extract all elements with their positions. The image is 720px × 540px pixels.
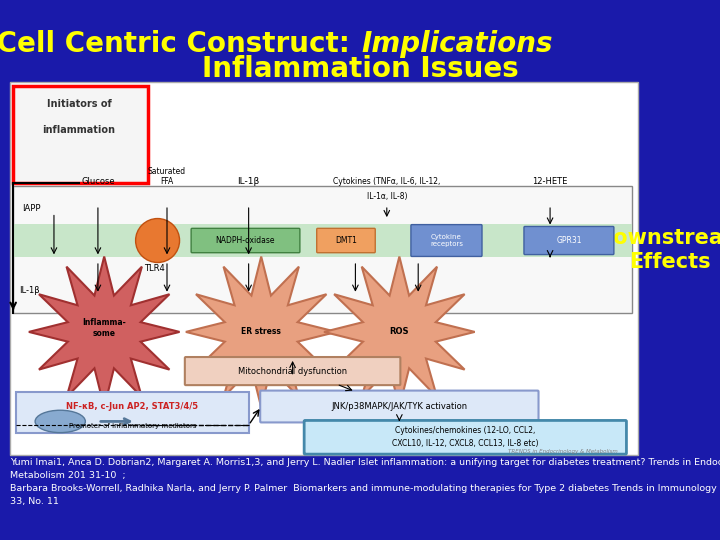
Text: Metabolism 201 31-10  ;: Metabolism 201 31-10 ; <box>10 471 125 480</box>
Polygon shape <box>186 256 336 407</box>
Ellipse shape <box>35 410 86 433</box>
FancyBboxPatch shape <box>17 392 248 433</box>
Text: Initiators of: Initiators of <box>47 99 112 110</box>
Text: Mitochondrial dysfunction: Mitochondrial dysfunction <box>238 367 347 376</box>
FancyBboxPatch shape <box>304 421 626 454</box>
FancyBboxPatch shape <box>13 224 631 258</box>
Text: Downstream
Effects: Downstream Effects <box>595 228 720 272</box>
Text: Inflammation Issues: Inflammation Issues <box>202 55 518 83</box>
FancyBboxPatch shape <box>411 225 482 256</box>
Text: NF-κB, c-Jun AP2, STAT3/4/5: NF-κB, c-Jun AP2, STAT3/4/5 <box>66 402 199 411</box>
FancyBboxPatch shape <box>13 186 631 313</box>
Text: Cytokine
receptors: Cytokine receptors <box>430 234 463 247</box>
FancyBboxPatch shape <box>524 226 614 254</box>
Text: Inflamma-
some: Inflamma- some <box>82 319 126 338</box>
Text: IL-1β: IL-1β <box>19 286 40 295</box>
Polygon shape <box>29 256 179 407</box>
Text: CXCL10, IL-12, CXCL8, CCL13, IL-8 etc): CXCL10, IL-12, CXCL8, CCL13, IL-8 etc) <box>392 440 539 448</box>
Text: TLR4: TLR4 <box>144 264 165 273</box>
Text: 12-HETE: 12-HETE <box>532 178 568 186</box>
Text: GPR31: GPR31 <box>556 236 582 245</box>
Text: Barbara Brooks-Worrell, Radhika Narla, and Jerry P. Palmer  Biomarkers and immun: Barbara Brooks-Worrell, Radhika Narla, a… <box>10 484 720 493</box>
Text: IAPP: IAPP <box>22 204 41 213</box>
Text: inflammation: inflammation <box>42 125 116 136</box>
Text: New β-Cell Centric Construct:: New β-Cell Centric Construct: <box>0 30 360 58</box>
Text: 33, No. 11: 33, No. 11 <box>10 497 59 506</box>
FancyBboxPatch shape <box>185 357 400 385</box>
Text: DMT1: DMT1 <box>335 236 357 245</box>
Text: IL-1β: IL-1β <box>238 178 260 186</box>
Text: NADPH-oxidase: NADPH-oxidase <box>216 236 275 245</box>
Text: JNK/p38MAPK/JAK/TYK activation: JNK/p38MAPK/JAK/TYK activation <box>331 402 467 411</box>
Circle shape <box>135 219 179 262</box>
Text: ROS: ROS <box>390 327 409 336</box>
FancyBboxPatch shape <box>317 228 375 253</box>
Text: Promoter of inflammatory mediators: Promoter of inflammatory mediators <box>68 423 197 429</box>
Text: Cytokines (TNFα, IL-6, IL-12,: Cytokines (TNFα, IL-6, IL-12, <box>333 178 441 186</box>
Text: Yumi Imai1, Anca D. Dobrian2, Margaret A. Morris1,3, and Jerry L. Nadler Islet i: Yumi Imai1, Anca D. Dobrian2, Margaret A… <box>10 458 720 467</box>
Text: ER stress: ER stress <box>241 327 281 336</box>
FancyBboxPatch shape <box>191 228 300 253</box>
Text: TRENDS in Endocrinology & Metabolism: TRENDS in Endocrinology & Metabolism <box>508 449 618 454</box>
FancyBboxPatch shape <box>10 82 638 455</box>
FancyBboxPatch shape <box>260 390 539 422</box>
Text: Implications: Implications <box>361 30 552 58</box>
Polygon shape <box>324 256 474 407</box>
Text: Saturated
FFA: Saturated FFA <box>148 167 186 186</box>
Text: Glucose: Glucose <box>81 178 114 186</box>
Text: IL-1α, IL-8): IL-1α, IL-8) <box>366 192 407 201</box>
Text: Cytokines/chemokines (12-LO, CCL2,: Cytokines/chemokines (12-LO, CCL2, <box>395 426 536 435</box>
FancyBboxPatch shape <box>13 86 148 183</box>
